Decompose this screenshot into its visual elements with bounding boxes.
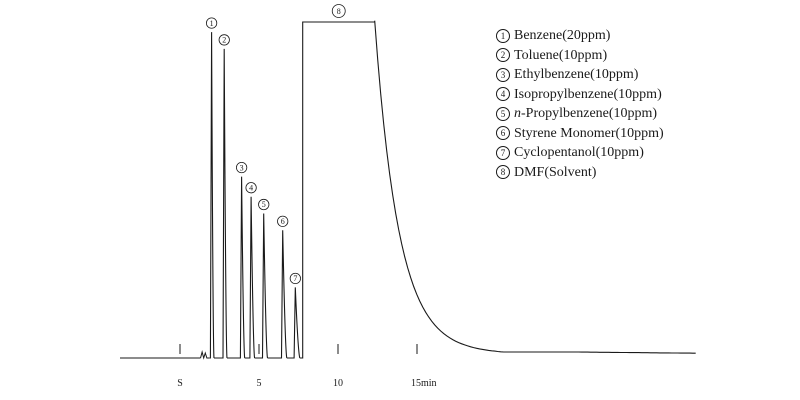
peak-label-circle	[218, 34, 230, 46]
peak-3	[227, 176, 246, 359]
peak-label-circle	[206, 17, 218, 29]
legend-item-text: Styrene Monomer(10ppm)	[514, 125, 664, 141]
peak-number-badge: 3	[496, 67, 510, 82]
peak-8	[299, 20, 696, 359]
peak-label-4: 4	[245, 182, 257, 194]
peak-label-1: 1	[206, 17, 218, 29]
legend-item-text: Cyclopentanol(10ppm)	[514, 145, 644, 160]
legend-item-prefix: n-	[514, 106, 526, 121]
legend-item-text: Propylbenzene(10ppm)	[525, 106, 658, 121]
peak-label-number: 7	[293, 274, 297, 283]
peak-4	[244, 196, 256, 359]
legend-item-text: Isopropylbenzene(10ppm)	[514, 86, 662, 102]
legend-item-text: DMF(Solvent)	[514, 164, 597, 180]
legend-item-text: Toluene(10ppm)	[514, 47, 608, 63]
peak-label-number: 4	[249, 183, 253, 192]
legend-item-6: 6 Styrene Monomer(10ppm)	[496, 124, 664, 144]
legend-item-8: 8 DMF(Solvent)	[496, 163, 664, 183]
x-tick-label-0: S	[177, 378, 183, 389]
legend-item-4: 4 Isopropylbenzene(10ppm)	[496, 85, 664, 105]
legend-item-3: 3 Ethylbenzene(10ppm)	[496, 65, 664, 85]
peak-6	[267, 230, 288, 359]
peak-label-circle	[236, 161, 248, 174]
x-tick-label-5: 5	[257, 378, 262, 389]
peak-label-7: 7	[289, 272, 301, 285]
peak-7	[286, 287, 301, 359]
peak-label-number: 3	[240, 163, 244, 172]
peak-label-circle	[289, 272, 301, 285]
x-tick-label-10: 10	[333, 378, 343, 389]
peak-number-badge: 8	[496, 165, 510, 180]
peak-number-badge: 4	[496, 87, 510, 102]
peak-labels: 12 3 45 6 7 8	[206, 4, 346, 285]
peak-number-badge: 1	[496, 28, 510, 43]
peak-number-badge: 7	[496, 145, 510, 160]
peak-2	[214, 48, 228, 359]
peak-label-circle	[245, 182, 257, 194]
peak-label-circle	[277, 215, 289, 227]
peak-label-number: 2	[222, 36, 226, 45]
peak-number-badge: 6	[496, 126, 510, 141]
trace-layer	[120, 20, 696, 360]
peak-label-8: 8	[331, 4, 346, 18]
peak-label-number: 1	[210, 19, 214, 28]
legend-item-text: Ethylbenzene(10ppm)	[514, 67, 639, 82]
peak-label-3: 3	[236, 161, 248, 174]
peak-label-number: 5	[262, 200, 266, 209]
peak-label-6: 6	[277, 215, 289, 227]
legend-item-text: Benzene(20ppm)	[514, 28, 611, 43]
x-tick-label-15: 15min	[411, 378, 437, 389]
peak-label-2: 2	[218, 34, 230, 46]
x-axis-ticks: S 5 10 15min	[177, 344, 437, 389]
peak-1	[209, 32, 215, 359]
peak-label-circle	[331, 4, 346, 18]
peak-label-number: 8	[337, 7, 341, 16]
legend-item-1: 1 Benzene(20ppm)	[496, 26, 664, 46]
legend-item-7: 7 Cyclopentanol(10ppm)	[496, 143, 664, 163]
peak-number-badge: 2	[496, 48, 510, 63]
peak-5	[254, 213, 269, 359]
peak-label-number: 6	[281, 217, 285, 226]
peak-number-badge: 5	[496, 106, 510, 121]
peak-label-5: 5	[258, 198, 270, 211]
legend-item-2: 2 Toluene(10ppm)	[496, 46, 664, 66]
peak-label-circle	[258, 198, 270, 211]
injection-disturbance	[200, 350, 210, 360]
peak-legend: 1 Benzene(20ppm) 2 Toluene(10ppm) 3 Ethy…	[496, 26, 664, 182]
legend-item-5: 5 n- Propylbenzene(10ppm)	[496, 104, 664, 124]
